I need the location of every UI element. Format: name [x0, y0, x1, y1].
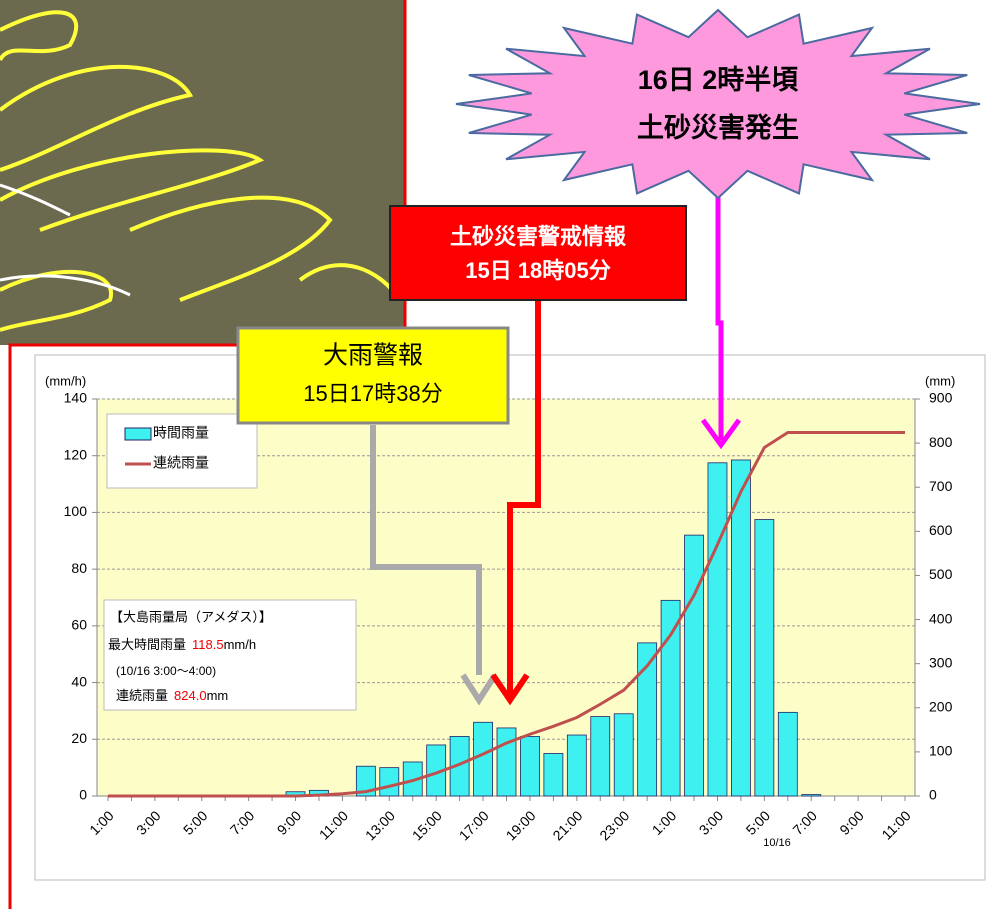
- starburst: [455, 8, 981, 200]
- y-tick-label: 140: [64, 390, 88, 406]
- y-tick-label: 100: [64, 503, 88, 519]
- bar: [520, 736, 540, 797]
- bar: [684, 534, 704, 797]
- y2-tick-label: 700: [929, 478, 953, 494]
- bar: [379, 767, 400, 797]
- y2-tick-label: 400: [929, 610, 953, 626]
- y2-tick-label: 100: [929, 743, 953, 759]
- bar: [801, 794, 822, 797]
- annotation: 土砂災害警戒情報: [450, 224, 627, 249]
- y2-tick-label: 0: [929, 787, 937, 803]
- bar: [637, 642, 658, 797]
- y2-tick-label: 900: [929, 390, 953, 406]
- bar: [590, 716, 611, 797]
- bar: [543, 753, 564, 797]
- y2-axis-label: (mm): [925, 373, 955, 388]
- y2-tick-label: 200: [929, 698, 953, 714]
- bar: [707, 462, 728, 797]
- annotation: 大雨警報: [323, 342, 423, 370]
- arrow-head: [490, 673, 530, 706]
- annotation: 15日 18時05分: [465, 258, 611, 283]
- info-box: [103, 599, 357, 711]
- arrow: [507, 300, 541, 695]
- bar: [355, 765, 376, 797]
- y-axis-label: (mm/h): [45, 373, 86, 388]
- info-value: 118.5: [192, 637, 224, 652]
- x-sublabel: 10/16: [763, 837, 791, 849]
- info-title: 【大島雨量局（アメダス）】: [110, 609, 272, 624]
- legend-label: 時間雨量: [153, 425, 209, 441]
- annotation: 土砂災害発生: [637, 112, 799, 143]
- bar: [777, 711, 798, 797]
- bar: [613, 713, 634, 797]
- bar: [731, 459, 751, 797]
- info-period: (10/16 3:00〜4:00): [116, 664, 216, 678]
- info-value: 824.0: [174, 688, 207, 703]
- info-label: 最大時間雨量: [108, 637, 186, 652]
- y-tick-label: 80: [71, 560, 87, 576]
- y2-tick-label: 300: [929, 654, 953, 670]
- y2-tick-label: 800: [929, 434, 953, 450]
- info-line: 連続雨量 824.0mm: [116, 688, 228, 703]
- arrow: [715, 195, 724, 440]
- frame: [8, 0, 407, 909]
- arrow-head: [700, 418, 742, 450]
- arrow: [370, 425, 482, 675]
- y-tick-label: 0: [79, 787, 87, 803]
- line: [108, 431, 905, 798]
- annotation: 16日 2時半頃: [638, 65, 799, 95]
- info-line: 最大時間雨量 118.5mm/h: [108, 637, 256, 652]
- bar: [496, 727, 517, 797]
- bar: [473, 721, 493, 797]
- info-unit: mm/h: [224, 637, 257, 652]
- y2-tick-label: 600: [929, 522, 953, 538]
- flow-lines: [0, 183, 131, 297]
- info-unit: mm: [207, 688, 229, 703]
- legend-swatch: [124, 427, 152, 441]
- y-tick-label: 40: [71, 673, 87, 689]
- y-tick-label: 60: [71, 617, 87, 633]
- legend: [106, 413, 258, 489]
- annotation-box: [236, 326, 510, 425]
- bar: [660, 599, 681, 797]
- annotation-box: [389, 205, 687, 301]
- annotation: 15日17時38分: [303, 381, 442, 406]
- legend-label: 連続雨量: [153, 455, 209, 471]
- landslide-outlines: [0, 10, 402, 332]
- bar: [754, 519, 775, 797]
- arrow-head: [460, 673, 498, 706]
- info-label: 連続雨量: [116, 688, 168, 703]
- y2-tick-label: 500: [929, 566, 953, 582]
- bar: [566, 734, 587, 797]
- y-tick-label: 120: [64, 446, 88, 462]
- y-tick-label: 20: [71, 730, 87, 746]
